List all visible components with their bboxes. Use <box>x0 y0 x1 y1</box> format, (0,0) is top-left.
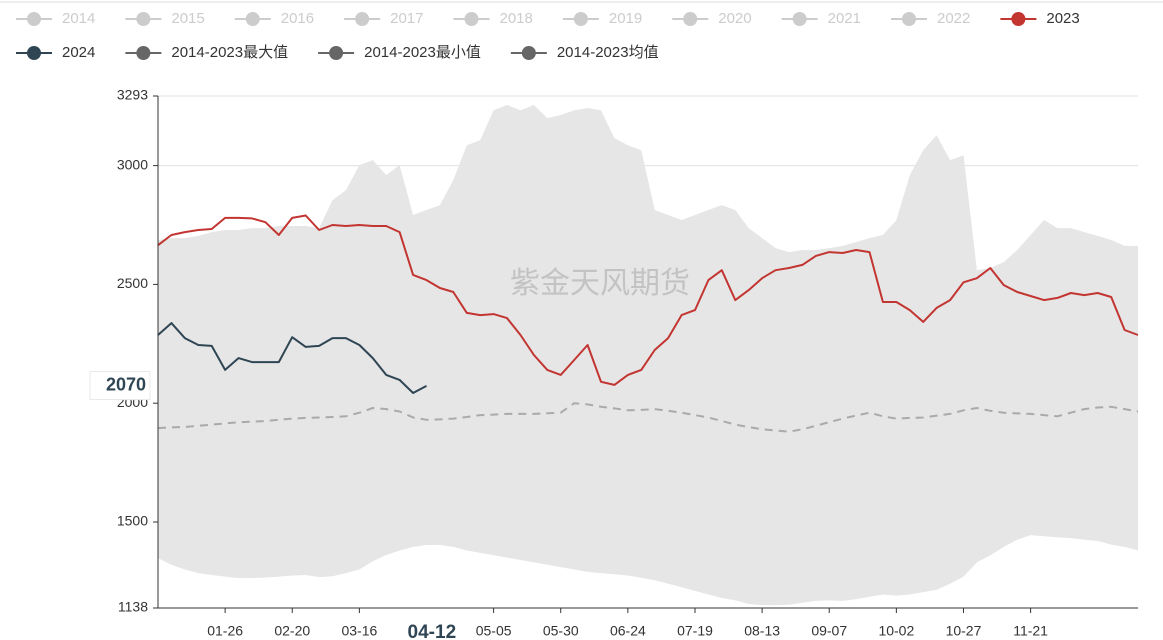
legend-label[interactable]: 2014 <box>62 10 95 27</box>
y-tick-label: 2500 <box>117 275 148 291</box>
legend-label[interactable]: 2014-2023均值 <box>557 44 659 61</box>
x-tick-label: 01-26 <box>207 623 243 639</box>
x-tick-label: 11-21 <box>1013 623 1048 639</box>
legend-symbol[interactable] <box>27 12 41 26</box>
legend-label[interactable]: 2015 <box>171 10 204 27</box>
legend-label[interactable]: 2022 <box>937 10 970 27</box>
legend-label[interactable]: 2020 <box>718 10 751 27</box>
y-tick-label: 1138 <box>118 599 148 615</box>
y-tick-label: 3293 <box>117 87 148 103</box>
legend-symbol[interactable] <box>464 12 479 26</box>
legend-symbol[interactable] <box>136 12 151 26</box>
x-tick-label: 07-19 <box>677 623 713 639</box>
legend-symbol[interactable] <box>902 12 916 26</box>
legend-symbol[interactable] <box>329 46 344 60</box>
legend-symbol[interactable] <box>27 46 41 60</box>
x-tick-label: 08-13 <box>744 623 780 639</box>
pointer-x-label: 04-12 <box>408 622 457 640</box>
x-tick-label: 02-20 <box>274 623 310 639</box>
legend-symbol[interactable] <box>683 12 698 26</box>
range-band <box>158 105 1138 606</box>
x-tick-label: 09-07 <box>811 623 847 639</box>
pointer-y-label: 2070 <box>106 374 146 394</box>
x-tick-label: 06-24 <box>610 623 646 639</box>
watermark: 紫金天风期货 <box>510 267 690 300</box>
legend-label[interactable]: 2014-2023最小值 <box>364 44 481 61</box>
series-line <box>157 322 427 394</box>
series-line <box>157 402 1139 433</box>
legend-symbol[interactable] <box>573 12 588 26</box>
legend-label[interactable]: 2023 <box>1046 10 1079 27</box>
x-tick-label: 05-05 <box>476 623 512 639</box>
series-line <box>157 214 1139 386</box>
legend-label[interactable]: 2016 <box>281 10 314 27</box>
x-tick-label: 03-16 <box>341 623 377 639</box>
legend-symbol[interactable] <box>245 12 260 26</box>
pointer-x-box <box>395 618 468 640</box>
legend-symbol[interactable] <box>136 46 151 60</box>
legend-label[interactable]: 2017 <box>390 10 423 27</box>
legend-symbol[interactable] <box>792 12 807 26</box>
y-tick-label: 1500 <box>117 513 148 529</box>
legend-label[interactable]: 2024 <box>62 44 95 61</box>
legend-label[interactable]: 2018 <box>500 10 533 27</box>
legend-label[interactable]: 2019 <box>609 10 642 27</box>
legend-label[interactable]: 2021 <box>828 10 861 27</box>
legend-symbol[interactable] <box>521 46 536 60</box>
legend-symbol[interactable] <box>1011 12 1026 26</box>
x-tick-label: 05-30 <box>543 623 579 639</box>
pointer-y-box <box>89 371 151 401</box>
legend-symbol[interactable] <box>355 12 370 26</box>
y-tick-label: 3000 <box>117 156 148 172</box>
legend-label[interactable]: 2014-2023最大值 <box>171 44 288 61</box>
x-tick-label: 10-27 <box>946 623 982 639</box>
x-tick-label: 10-02 <box>878 623 914 639</box>
